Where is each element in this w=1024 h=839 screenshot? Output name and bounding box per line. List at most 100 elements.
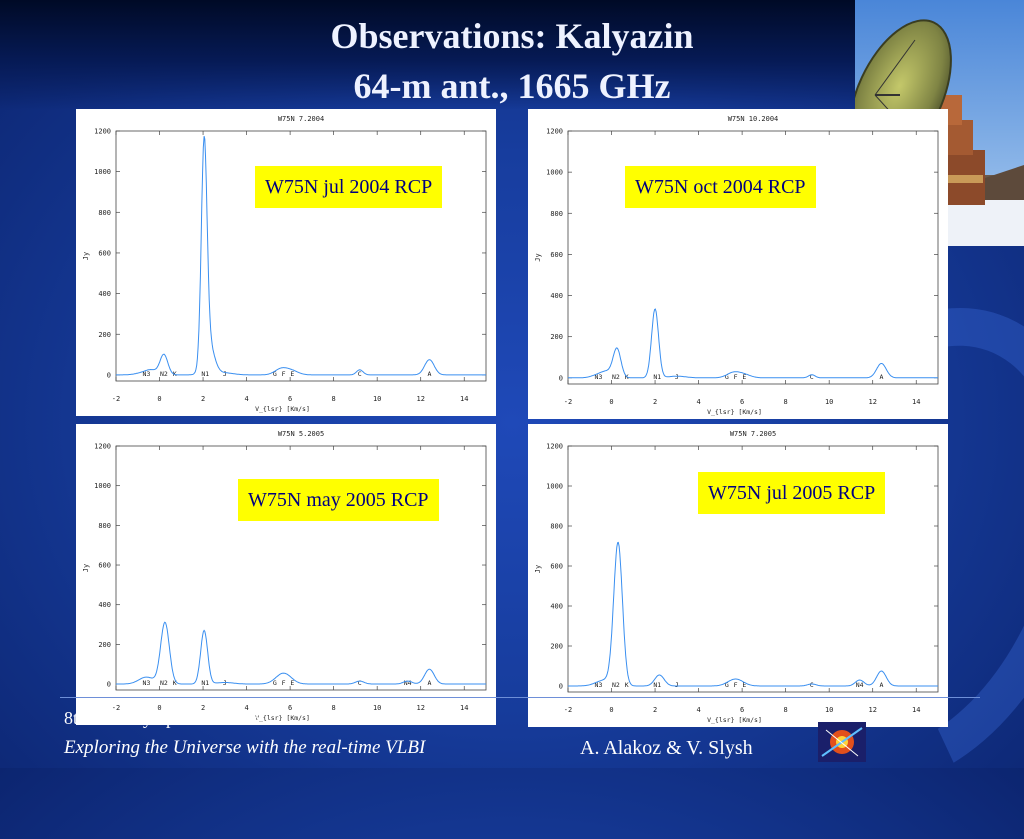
spectrum-panel-jul-2005: W75N 7.2005 0 200 400 600 800 1000 1200 -2 0 2 4 6 8 1… [528, 424, 948, 727]
feature-label: F [734, 681, 738, 689]
spectrum-panel-may-2005: W75N 5.2005 0 200 400 600 800 1000 1200 -2 0 2 4 6 8 1… [76, 424, 496, 725]
spectrum-line [116, 135, 486, 376]
feature-label: N4 [856, 681, 864, 689]
feature-label: K [173, 679, 177, 687]
chart-title: W75N 5.2005 [278, 430, 324, 438]
x-axis-label: V_{lsr} [Km/s] [707, 408, 762, 416]
spectrum-chart-jul-2004: W75N 7.2004 0 200 400 600 800 1000 1200 -2 0 2 4 6 8 1… [82, 115, 487, 413]
x-tick-label: 12 [868, 706, 876, 714]
feature-label: F [282, 370, 286, 378]
spectrum-chart-oct-2004: W75N 10.2004 0 200 400 600 800 1000 1200 -2 0 2 4 6 8… [534, 115, 939, 416]
y-axis-label: Jy [82, 252, 90, 260]
spectrum-chart-may-2005: W75N 5.2005 0 200 400 600 800 1000 1200 -2 0 2 4 6 8 1… [82, 430, 487, 722]
feature-label: N3 [595, 373, 603, 381]
spectrum-panel-jul-2004: W75N 7.2004 0 200 400 600 800 1000 1200 -2 0 2 4 6 8 1… [76, 109, 496, 416]
y-tick-label: 0 [559, 683, 563, 691]
y-tick-label: 0 [559, 374, 563, 382]
x-tick-label: -2 [564, 706, 572, 714]
feature-label: N2 [612, 373, 620, 381]
x-tick-label: 0 [157, 704, 161, 712]
spectrum-chart-jul-2005: W75N 7.2005 0 200 400 600 800 1000 1200 -2 0 2 4 6 8 1… [534, 430, 939, 724]
y-tick-label: 1000 [546, 483, 563, 491]
slide-title: Observations: Kalyazin [330, 16, 694, 56]
feature-label: J [675, 681, 679, 689]
x-tick-label: 0 [157, 395, 161, 403]
y-tick-label: 400 [98, 601, 111, 609]
feature-label: A [427, 679, 431, 687]
y-tick-label: 200 [550, 643, 563, 651]
x-tick-label: 6 [740, 706, 744, 714]
badge-jul-2004: W75N jul 2004 RCP [255, 166, 443, 208]
x-axis-label: V_{lsr} [Km/s] [707, 716, 762, 724]
x-tick-label: 10 [825, 398, 833, 406]
footer-event: 8th EVN Symposium 2006 [64, 708, 260, 728]
feature-label: G [725, 681, 729, 689]
feature-label: C [358, 370, 362, 378]
x-tick-label: 12 [416, 395, 424, 403]
feature-label: G [273, 370, 277, 378]
feature-label: N4 [404, 679, 412, 687]
badge-oct-2004: W75N oct 2004 RCP [625, 166, 816, 208]
x-tick-label: 14 [460, 395, 468, 403]
x-tick-label: 10 [373, 395, 381, 403]
feature-label: C [810, 681, 814, 689]
x-tick-label: 10 [373, 704, 381, 712]
chart-title: W75N 7.2005 [730, 430, 776, 438]
feature-label: N1 [653, 373, 661, 381]
evn-logo-icon [818, 722, 866, 762]
chart-title: W75N 10.2004 [728, 115, 779, 123]
y-tick-label: 1000 [94, 168, 111, 176]
y-tick-label: 1000 [546, 169, 563, 177]
y-tick-label: 800 [98, 522, 111, 530]
y-tick-label: 1200 [546, 443, 563, 451]
spectrum-line [568, 308, 938, 379]
feature-label: K [625, 681, 629, 689]
x-tick-label: 4 [696, 706, 700, 714]
y-tick-label: 200 [550, 333, 563, 341]
y-axis-label: Jy [82, 564, 90, 572]
x-tick-label: 2 [201, 395, 205, 403]
feature-label: E [290, 679, 294, 687]
y-axis-label: Jy [534, 253, 542, 261]
plot-frame [567, 130, 939, 385]
y-tick-label: 1200 [546, 128, 563, 136]
x-tick-label: 8 [784, 398, 788, 406]
x-tick-label: -2 [112, 704, 120, 712]
x-tick-label: 12 [868, 398, 876, 406]
y-tick-label: 600 [550, 251, 563, 259]
x-tick-label: 2 [201, 704, 205, 712]
y-tick-label: 800 [98, 209, 111, 217]
x-tick-label: -2 [112, 395, 120, 403]
feature-label: N3 [143, 679, 151, 687]
feature-label: J [675, 373, 679, 381]
feature-label: A [427, 370, 431, 378]
chart-title: W75N 7.2004 [278, 115, 324, 123]
badge-jul-2005: W75N jul 2005 RCP [698, 472, 886, 514]
y-tick-label: 0 [107, 681, 111, 689]
x-tick-label: 12 [416, 704, 424, 712]
y-tick-label: 600 [98, 249, 111, 257]
x-tick-label: 4 [244, 704, 248, 712]
feature-label: E [742, 373, 746, 381]
y-tick-label: 400 [550, 292, 563, 300]
x-tick-label: 6 [740, 398, 744, 406]
footer-divider [60, 697, 980, 698]
feature-label: N2 [160, 370, 168, 378]
y-tick-label: 200 [98, 641, 111, 649]
feature-label: E [742, 681, 746, 689]
feature-label: F [282, 679, 286, 687]
plot-frame [115, 445, 487, 691]
feature-label: A [879, 373, 883, 381]
x-tick-label: 0 [609, 706, 613, 714]
x-tick-label: 4 [244, 395, 248, 403]
y-tick-label: 200 [98, 331, 111, 339]
x-tick-label: 14 [912, 398, 920, 406]
y-tick-label: 1200 [94, 128, 111, 136]
spectrum-line [116, 621, 486, 685]
feature-label: N2 [612, 681, 620, 689]
x-tick-label: -2 [564, 398, 572, 406]
y-tick-label: 400 [98, 290, 111, 298]
x-tick-label: 6 [288, 704, 292, 712]
feature-label: A [879, 681, 883, 689]
feature-label: E [290, 370, 294, 378]
